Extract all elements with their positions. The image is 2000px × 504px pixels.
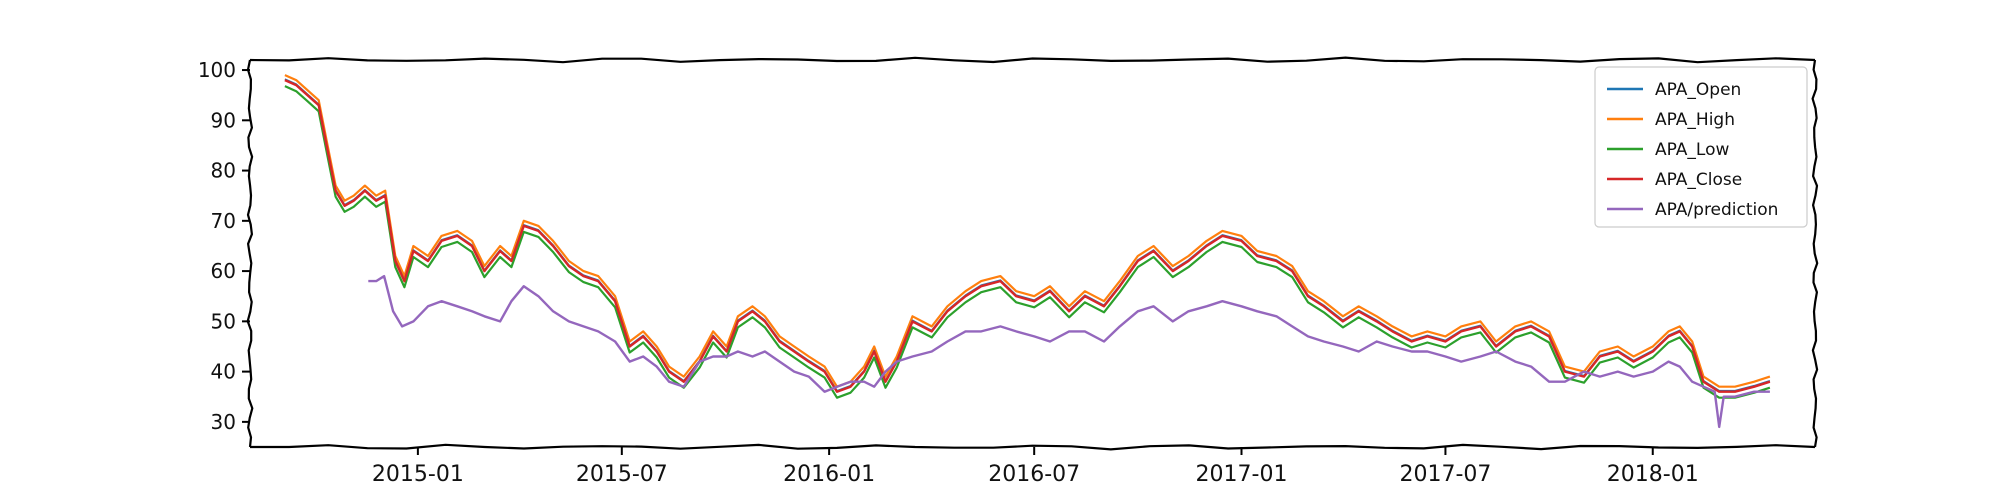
legend-label: APA_Open bbox=[1655, 80, 1741, 100]
plot-frame bbox=[246, 56, 1819, 451]
frame-bottom bbox=[250, 443, 1816, 451]
legend: APA_Open APA_High APA_Low APA_Close APA/pred… bbox=[1594, 66, 1808, 228]
frame-top bbox=[249, 56, 1816, 64]
series-apa-close bbox=[284, 79, 1771, 393]
series-apa-open bbox=[284, 78, 1771, 392]
x-tick-label: 2018-01 bbox=[1607, 462, 1699, 487]
legend-label: APA_High bbox=[1655, 110, 1735, 130]
x-tick-label: 2017-01 bbox=[1196, 462, 1288, 487]
series-layer bbox=[284, 74, 1771, 429]
y-tick-label: 70 bbox=[211, 209, 236, 233]
frame-left bbox=[246, 59, 254, 448]
x-tick-label: 2016-01 bbox=[783, 462, 875, 487]
x-tick-label: 2015-01 bbox=[372, 462, 464, 487]
x-tick-label: 2015-07 bbox=[576, 462, 668, 487]
y-tick-label: 30 bbox=[211, 410, 236, 434]
y-tick-label: 50 bbox=[211, 309, 236, 333]
x-tick-label: 2017-07 bbox=[1399, 462, 1491, 487]
axis-layer: 30 40 50 60 70 80 90 100 2015-01 2015-07 2016-01 20… bbox=[198, 58, 1699, 487]
y-tick-label: 60 bbox=[211, 259, 236, 283]
series-apa-low bbox=[284, 85, 1771, 399]
y-tick-label: 40 bbox=[211, 360, 236, 384]
legend-label: APA/prediction bbox=[1655, 200, 1778, 220]
legend-label: APA_Low bbox=[1655, 140, 1729, 160]
frame-right bbox=[1811, 59, 1819, 448]
y-tick-label: 80 bbox=[211, 159, 236, 183]
series-apa-prediction bbox=[368, 274, 1770, 429]
legend-label: APA_Close bbox=[1655, 170, 1742, 190]
legend-box bbox=[1594, 66, 1808, 228]
x-tick-label: 2016-07 bbox=[988, 462, 1080, 487]
series-apa-high bbox=[284, 74, 1771, 388]
y-tick-label: 90 bbox=[211, 108, 236, 132]
y-tick-label: 100 bbox=[198, 58, 236, 82]
